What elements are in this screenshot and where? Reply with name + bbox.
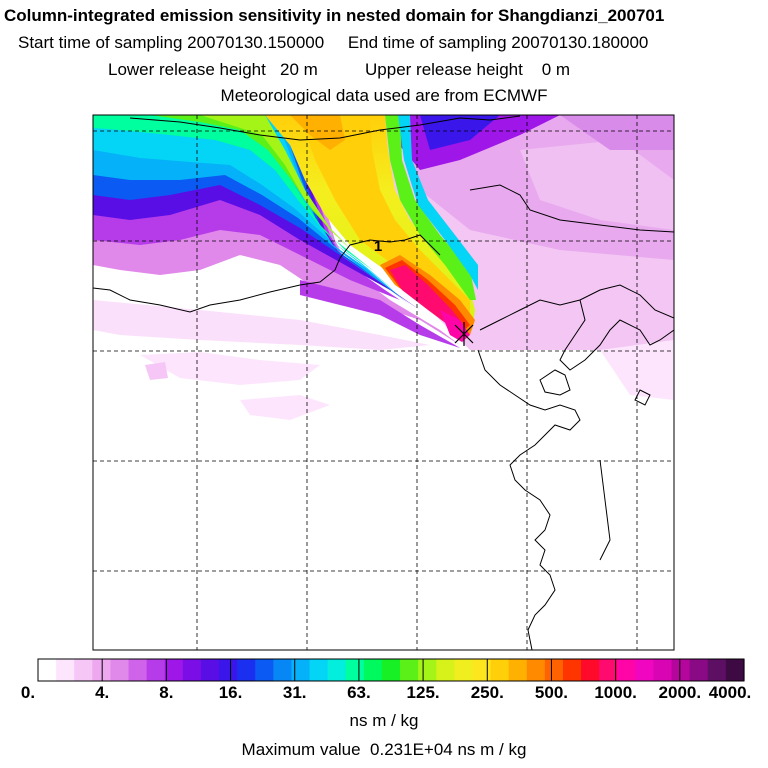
colorbar-swatch xyxy=(689,659,709,681)
release-height-line: Lower release height 20 m Upper release … xyxy=(108,60,571,79)
colorbar-swatch xyxy=(635,659,655,681)
colorbar-tick-label: 4. xyxy=(95,683,110,702)
release-point-marker xyxy=(454,322,474,346)
colorbar-tick-label: 31. xyxy=(282,683,307,702)
met-data-line: Meteorological data used are from ECMWF xyxy=(220,86,548,105)
colorbar-tick-label: 500. xyxy=(534,683,568,702)
colorbar-tick-label: 8. xyxy=(159,683,174,702)
receptor-label: 1 xyxy=(374,238,382,255)
colorbar-tick-label: 250. xyxy=(470,683,504,702)
lat-lon-grid xyxy=(93,115,674,650)
map-frame xyxy=(92,114,675,651)
colorbar-swatch xyxy=(219,659,238,681)
colorbar-swatch xyxy=(237,659,256,681)
colorbar-swatch xyxy=(291,659,311,681)
map-field xyxy=(93,115,674,650)
colorbar-swatch xyxy=(508,659,528,681)
colorbar-swatch xyxy=(707,659,727,681)
coastline xyxy=(93,115,674,650)
colorbar-swatch xyxy=(255,659,274,681)
colorbar-swatch xyxy=(381,659,401,681)
colorbar-swatch xyxy=(273,659,293,681)
max-value-text: Maximum value 0.231E+04 ns m / kg xyxy=(241,740,527,759)
colorbar-swatch xyxy=(599,659,618,681)
colorbar-tick-label: 16. xyxy=(218,683,243,702)
colorbar-swatch xyxy=(725,659,745,681)
colorbar-swatch xyxy=(363,659,383,681)
colorbar-swatch xyxy=(200,659,220,681)
colorbar-swatch xyxy=(182,659,202,681)
colorbar-swatch xyxy=(418,659,437,681)
colorbar-swatch xyxy=(436,659,455,681)
colorbar-frame xyxy=(37,658,745,682)
colorbar-swatch xyxy=(671,659,691,681)
colorbar-swatch xyxy=(56,659,75,681)
colorbar-swatch xyxy=(472,659,492,681)
colorbar-swatch xyxy=(617,659,636,681)
colorbar-swatch xyxy=(38,659,57,681)
colorbar-swatch xyxy=(327,659,347,681)
colorbar xyxy=(37,659,745,681)
colorbar-tick-label: 4000. xyxy=(708,683,752,702)
sampling-time-line: Start time of sampling 20070130.150000 E… xyxy=(18,33,649,52)
colorbar-swatch xyxy=(653,659,673,681)
colorbar-swatch xyxy=(92,659,112,681)
colorbar-units: ns m / kg xyxy=(349,711,419,730)
colorbar-swatch xyxy=(345,659,365,681)
colorbar-tick-label: 2000. xyxy=(658,683,702,702)
plot-title: Column-integrated emission sensitivity i… xyxy=(4,6,665,25)
colorbar-swatch xyxy=(490,659,510,681)
colorbar-tick-label: 1000. xyxy=(594,683,637,702)
colorbar-swatch xyxy=(128,659,148,681)
colorbar-tick-label: 0. xyxy=(20,683,36,702)
colorbar-swatch xyxy=(110,659,130,681)
colorbar-swatch xyxy=(309,659,329,681)
colorbar-swatch xyxy=(164,659,184,681)
colorbar-swatch xyxy=(146,659,166,681)
colorbar-swatch xyxy=(544,659,564,681)
colorbar-swatch xyxy=(74,659,93,681)
colorbar-swatch xyxy=(454,659,474,681)
colorbar-tick-label: 63. xyxy=(347,683,371,702)
colorbar-swatch xyxy=(400,659,419,681)
colorbar-swatch xyxy=(581,659,600,681)
colorbar-swatch xyxy=(562,659,582,681)
colorbar-swatch xyxy=(526,659,546,681)
colorbar-tick-label: 125. xyxy=(406,683,440,702)
